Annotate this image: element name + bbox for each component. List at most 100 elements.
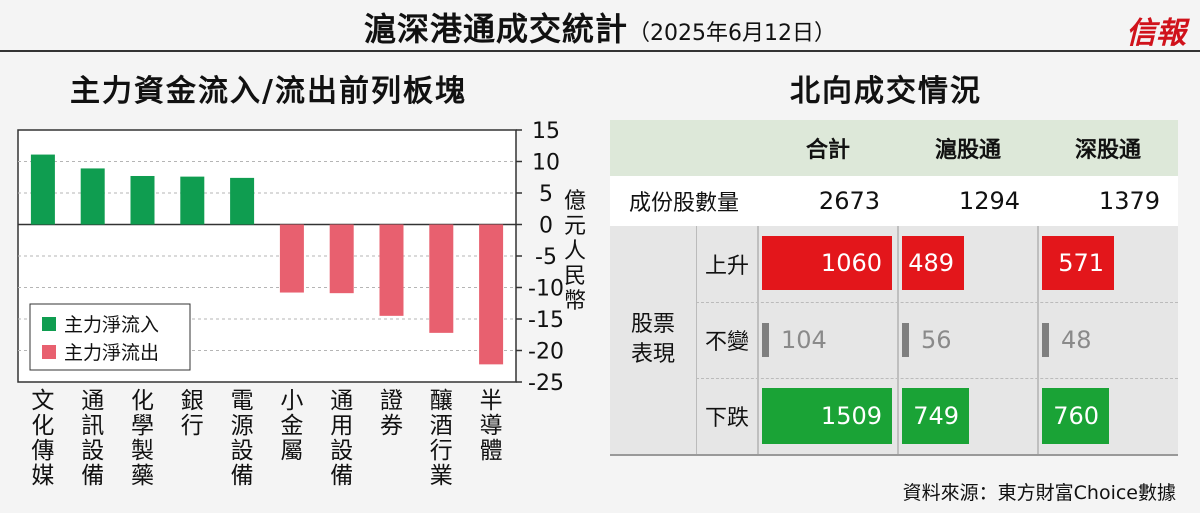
bar-10	[479, 224, 504, 365]
constituents-shanghai: 1294	[958, 187, 1020, 215]
x-tick-label-char: 設	[81, 438, 104, 464]
row-divider	[696, 378, 1178, 380]
label-divider	[696, 226, 697, 454]
row-divider	[696, 302, 1178, 304]
x-tick-label-char: 屬	[280, 438, 303, 464]
legend-swatch	[42, 317, 56, 331]
y-axis-label-text: 億元人民幣	[564, 189, 586, 314]
y-tick-label: -15	[528, 308, 564, 333]
bar-8	[379, 224, 404, 316]
legend-label: 主力淨流入	[64, 314, 159, 336]
x-tick-label-char: 設	[231, 438, 254, 464]
chart-title: 主力資金流入/流出前列板塊	[70, 74, 467, 109]
y-axis-label-char: 民	[564, 264, 586, 289]
bar-1	[30, 154, 55, 225]
x-tick-label: 釀酒行業	[430, 388, 453, 489]
unchanged-marker	[762, 323, 769, 357]
group-label-line1: 股票	[630, 312, 675, 337]
x-tick-label-char: 媒	[31, 463, 54, 489]
x-tick-label-char: 小	[280, 388, 303, 414]
legend-label: 主力淨流出	[64, 342, 159, 364]
x-tick-label: 小金屬	[280, 388, 303, 464]
header-divider	[0, 50, 1200, 52]
unchanged-shanghai: 56	[902, 302, 952, 378]
table-title: 北向成交情況	[790, 74, 982, 109]
column-divider	[757, 226, 759, 454]
group-label-line2: 表現	[630, 342, 675, 367]
x-tick-label-char: 傳	[31, 438, 54, 464]
up-bar-shenzhen: 571	[1042, 236, 1114, 290]
x-tick-label: 通訊設備	[81, 388, 104, 489]
bar-5	[230, 177, 255, 225]
x-tick-label-char: 設	[330, 438, 353, 464]
x-tick-label-char: 行	[430, 438, 453, 464]
x-tick-label-char: 源	[231, 413, 254, 439]
unchanged-marker	[902, 323, 909, 357]
x-tick-label-char: 金	[280, 413, 303, 439]
x-tick-label-char: 學	[131, 413, 154, 439]
x-tick-label: 文化傳媒	[31, 388, 54, 489]
constituents-shenzhen: 1379	[1098, 187, 1160, 215]
y-axis-label-char: 元	[564, 214, 586, 239]
y-tick-label: -25	[528, 371, 564, 396]
page-title: 滬深港通成交統計（2025年6月12日）	[0, 4, 1200, 50]
unchanged-total: 104	[762, 302, 827, 378]
x-tick-label-char: 藥	[131, 463, 154, 489]
performance-group-label: 股票 表現	[610, 226, 696, 454]
column-divider	[1037, 226, 1039, 454]
x-tick-label-char: 體	[480, 438, 503, 464]
bar-2	[80, 168, 105, 225]
x-tick-label: 半導體	[480, 388, 503, 464]
y-tick-label: 15	[532, 119, 560, 144]
bar-3	[130, 175, 155, 225]
bar-9	[429, 224, 454, 333]
publisher-logo: 信報	[1126, 16, 1186, 51]
x-tick-label-char: 訊	[81, 413, 104, 439]
y-tick-label: 0	[539, 214, 553, 239]
x-tick-label-char: 備	[330, 463, 353, 489]
unchanged-shenzhen: 48	[1042, 302, 1092, 378]
y-axis-label-char: 人	[564, 239, 586, 264]
down-bar-total: 1509	[762, 388, 892, 444]
x-tick-label-char: 電	[231, 388, 254, 414]
x-tick-label-char: 業	[430, 463, 453, 489]
unchanged-shenzhen-value: 48	[1061, 326, 1092, 354]
header-shanghai-connect: 滬股通	[898, 120, 1038, 176]
down-bar-shenzhen: 760	[1042, 388, 1109, 444]
bars	[30, 154, 504, 365]
table-bottom-rule	[610, 454, 1178, 456]
constituents-total: 2673	[818, 187, 880, 215]
y-axis-label: 億元人民幣	[564, 189, 586, 314]
x-tick-label-char: 證	[380, 388, 403, 414]
source-note: 資料來源：東方財富Choice數據	[902, 482, 1176, 504]
x-tick-label-char: 製	[131, 438, 154, 464]
x-tick-label: 證券	[380, 388, 403, 439]
bar-6	[279, 224, 304, 293]
x-tick-label-char: 導	[480, 413, 503, 439]
x-tick-label-char: 備	[231, 463, 254, 489]
constituents-row: 成份股數量 2673 1294 1379	[610, 176, 1178, 226]
header-shenzhen-connect: 深股通	[1038, 120, 1178, 176]
x-tick-label-char: 半	[480, 388, 503, 414]
x-tick-label-char: 銀	[181, 388, 204, 414]
y-tick-label: 10	[532, 151, 560, 176]
column-divider	[897, 226, 899, 454]
y-tick-label: -20	[528, 340, 564, 365]
x-tick-label-char: 行	[181, 413, 204, 439]
y-axis-label-char: 幣	[564, 289, 586, 314]
y-axis-label-char: 億	[564, 189, 586, 214]
y-tick-label: -10	[528, 277, 564, 302]
row-label-unchanged: 不變	[704, 330, 749, 355]
x-tick-label: 通用設備	[330, 388, 353, 489]
x-tick-label-char: 通	[81, 388, 104, 414]
unchanged-total-value: 104	[781, 326, 827, 354]
x-tick-label-char: 用	[330, 413, 353, 439]
x-tick-label-char: 釀	[430, 388, 453, 414]
legend-box	[29, 303, 191, 371]
y-tick-label: -5	[535, 245, 557, 270]
x-tick-label-char: 通	[330, 388, 353, 414]
x-tick-label-char: 化	[31, 413, 54, 439]
x-tick-label-char: 文	[31, 388, 54, 414]
